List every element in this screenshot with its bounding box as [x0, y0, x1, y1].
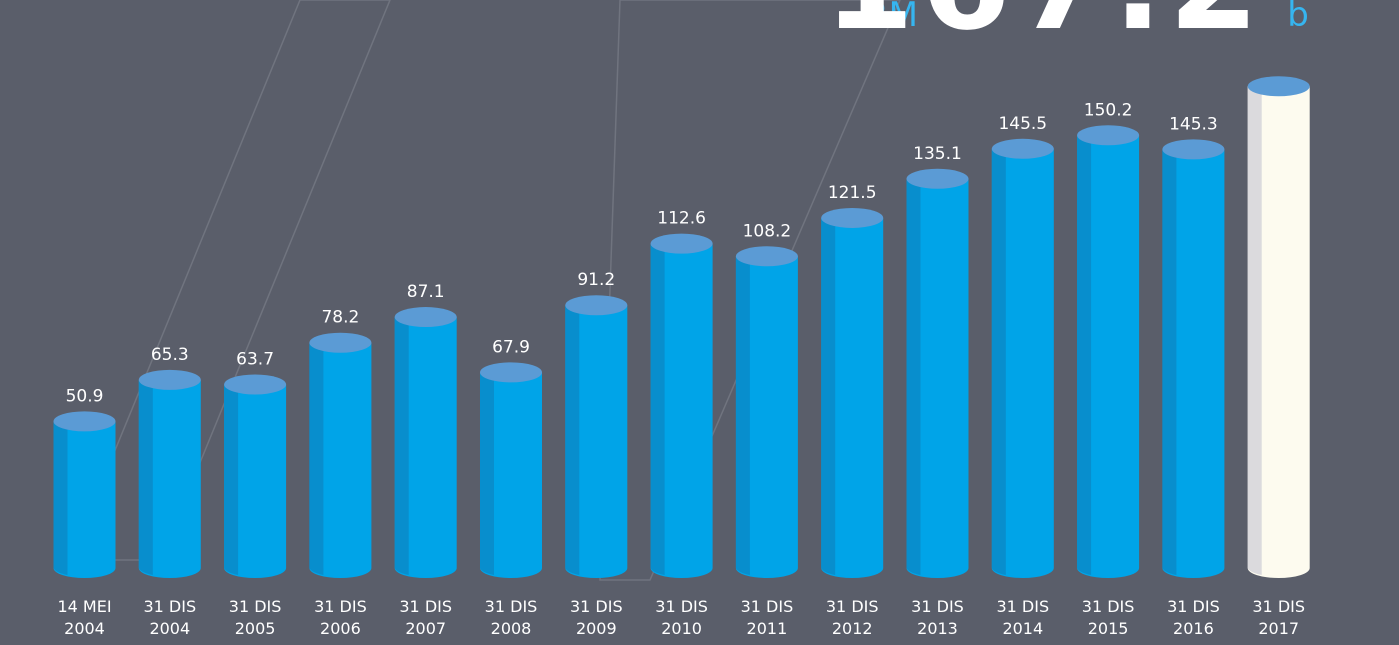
bar-top [395, 307, 457, 327]
bar-shade [992, 149, 1006, 575]
x-tick-label: 31 DIS [1082, 597, 1135, 616]
bar-top [1077, 125, 1139, 145]
x-tick-label: 2007 [405, 619, 446, 638]
x-tick-label: 2005 [235, 619, 276, 638]
x-tick-label: 31 DIS [399, 597, 452, 616]
bar [651, 234, 713, 578]
bar-top [54, 411, 116, 431]
value-label: 108.2 [743, 221, 792, 241]
x-tick-label: 2011 [747, 619, 788, 638]
x-tick-label: 31 DIS [911, 597, 964, 616]
bar [309, 333, 371, 578]
x-tick-label: 31 DIS [314, 597, 367, 616]
x-tick-label: 31 DIS [229, 597, 282, 616]
value-label: 91.2 [577, 270, 615, 290]
bar-top [139, 370, 201, 390]
x-tick-label: 2017 [1258, 619, 1299, 638]
x-tick-label: 2014 [1002, 619, 1043, 638]
bar-shade [139, 380, 153, 575]
x-tick-label: 2012 [832, 619, 873, 638]
value-label: 65.3 [151, 345, 189, 365]
bar-top [736, 246, 798, 266]
x-tick-label: 31 DIS [741, 597, 794, 616]
x-tick-label: 31 DIS [655, 597, 708, 616]
bar-top [224, 374, 286, 394]
bar-shade [395, 317, 409, 575]
bar-top [309, 333, 371, 353]
value-label: 63.7 [236, 349, 274, 369]
value-label: 112.6 [657, 209, 706, 229]
value-label: 50.9 [66, 386, 104, 406]
x-tick-label: 31 DIS [570, 597, 623, 616]
x-tick-label: 31 DIS [143, 597, 196, 616]
x-tick-label: 2006 [320, 619, 361, 638]
x-tick-label: 2004 [149, 619, 190, 638]
value-label: 145.3 [1169, 114, 1218, 134]
headline-suffix: b [1287, 0, 1309, 35]
value-label: 150.2 [1084, 100, 1133, 120]
x-tick-label: 31 DIS [996, 597, 1049, 616]
bar [821, 208, 883, 578]
bar-top [1162, 139, 1224, 159]
page: {"chart_data": {"type": "cylinder-bar", … [0, 0, 1399, 645]
x-tick-label: 2004 [64, 619, 105, 638]
chart: RM 167.2 b 50.914 MEI200465.331 DIS20046… [0, 0, 1399, 645]
bar [1077, 125, 1139, 578]
bar-top [651, 234, 713, 254]
x-tick-label: 2008 [491, 619, 532, 638]
bar [54, 411, 116, 578]
bar-top [992, 139, 1054, 159]
x-tick-label: 2009 [576, 619, 617, 638]
value-label: 121.5 [828, 183, 877, 203]
value-label: 145.5 [998, 114, 1047, 134]
bar-top [821, 208, 883, 228]
bar-shade [821, 218, 835, 575]
x-tick-label: 31 DIS [1167, 597, 1220, 616]
bar-shade [565, 305, 579, 575]
value-label: 67.9 [492, 337, 530, 357]
x-tick-label: 2015 [1088, 619, 1129, 638]
bar-shade [736, 256, 750, 575]
bar-shade [224, 384, 238, 575]
bar-shade [54, 421, 68, 575]
bar [565, 295, 627, 578]
bar-shade [1162, 149, 1176, 575]
x-tick-label: 31 DIS [826, 597, 879, 616]
x-tick-label: 2010 [661, 619, 702, 638]
x-tick-label: 14 MEI [57, 597, 111, 616]
bar [480, 362, 542, 578]
bar-shade [1248, 86, 1262, 575]
bar [1248, 76, 1310, 578]
x-tick-label: 2016 [1173, 619, 1214, 638]
bar-top [1248, 76, 1310, 96]
bar-shade [651, 244, 665, 575]
value-label: 78.2 [321, 308, 359, 328]
bar [139, 370, 201, 578]
bar [1162, 139, 1224, 578]
bar [992, 139, 1054, 578]
bar-shade [1077, 135, 1091, 575]
bar [224, 374, 286, 578]
bar [907, 169, 969, 578]
headline-value: 167.2 [824, 0, 1265, 59]
bar-top [480, 362, 542, 382]
bar-top [565, 295, 627, 315]
bar-shade [907, 179, 921, 575]
value-label: 135.1 [913, 144, 962, 164]
x-tick-label: 31 DIS [485, 597, 538, 616]
bar-top [907, 169, 969, 189]
bar [395, 307, 457, 578]
bar-shade [309, 343, 323, 575]
bar-shade [480, 372, 494, 575]
value-label: 87.1 [407, 282, 445, 302]
bar [736, 246, 798, 578]
x-tick-label: 2013 [917, 619, 958, 638]
x-tick-label: 31 DIS [1252, 597, 1305, 616]
